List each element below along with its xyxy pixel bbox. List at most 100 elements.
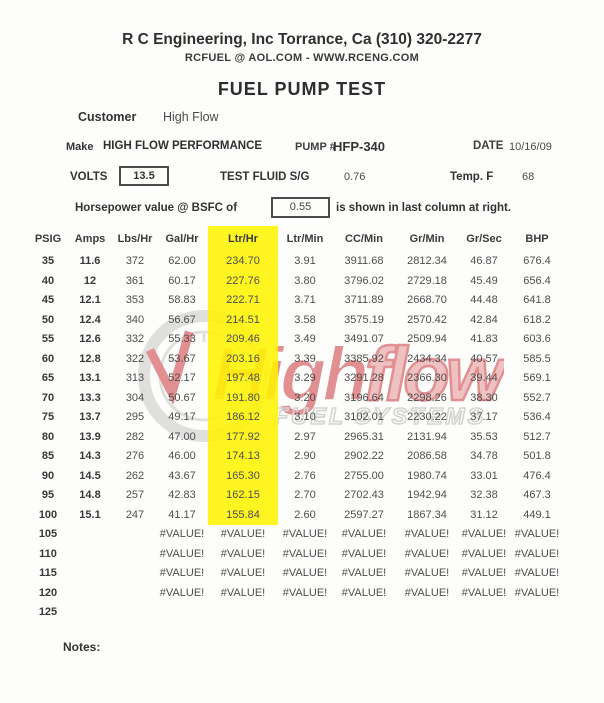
psig-cell: 115 [39, 567, 57, 579]
table-row: 65 13.1 313 52.17 197.48 3.29 3291.28 2366.30 39… [30, 369, 564, 389]
value-cell: 13.1 [79, 372, 101, 384]
bsfc-value-box: 0.55 [271, 197, 330, 218]
bsfc-suffix-text: is shown in last column at right. [336, 202, 512, 214]
value-cell: 2597.27 [344, 508, 384, 521]
value-cell: 2.70 [294, 489, 316, 501]
value-cell: #VALUE! [159, 547, 205, 560]
value-cell: 3102.01 [344, 411, 384, 423]
value-cell: 332 [125, 333, 145, 345]
value-cell: 3711.89 [344, 294, 384, 306]
col-header-ltrmin: Ltr/Min [286, 233, 324, 245]
value-cell: 42.83 [168, 489, 196, 501]
value-cell: #VALUE! [341, 547, 387, 560]
value-cell: 38.30 [470, 391, 498, 404]
value-cell: 247 [125, 508, 145, 521]
value-cell: 13.3 [79, 391, 101, 404]
value-cell: 45.49 [470, 274, 498, 287]
psig-cell: 75 [41, 411, 55, 423]
value-cell: 467.3 [523, 489, 551, 501]
value-cell: 276 [125, 450, 145, 462]
volts-label: VOLTS [70, 171, 108, 183]
page-title: FUEL PUMP TEST [217, 79, 387, 99]
value-cell: 165.30 [208, 466, 278, 486]
value-cell: #VALUE! [514, 547, 560, 560]
value-cell: #VALUE! [514, 586, 560, 599]
value-cell: #VALUE! [282, 567, 328, 579]
value-cell: 44.48 [470, 294, 498, 306]
psig-cell: 70 [41, 391, 55, 404]
value-cell: 3.71 [294, 294, 316, 306]
psig-cell: 90 [41, 469, 55, 482]
value-cell [156, 603, 208, 623]
value-cell: 41.17 [168, 508, 196, 521]
psig-cell: 40 [41, 274, 55, 287]
value-cell: 282 [125, 430, 145, 443]
value-cell: #VALUE! [220, 528, 266, 540]
value-cell: 2902.22 [344, 450, 384, 462]
notes-label: Notes: [63, 640, 101, 654]
value-cell: 55.33 [168, 333, 196, 345]
value-cell: 162.15 [208, 486, 278, 506]
col-header-lbshr: Lbs/Hr [117, 233, 153, 245]
value-cell: 227.76 [208, 271, 278, 291]
value-cell: 40.57 [470, 352, 498, 365]
value-cell: 476.4 [523, 469, 551, 482]
value-cell [332, 603, 396, 623]
value-cell: #VALUE! [461, 528, 507, 540]
value-cell: 3.29 [294, 372, 316, 384]
value-cell: #VALUE! [341, 528, 387, 540]
value-cell: 14.5 [79, 469, 101, 482]
value-cell: 3.58 [294, 313, 316, 326]
value-cell: 1942.94 [407, 489, 447, 501]
value-cell: #VALUE! [159, 586, 205, 599]
value-cell: 197.48 [208, 369, 278, 389]
test-fluid-sg-label: TEST FLUID S/G [220, 171, 310, 183]
value-cell: 3575.19 [344, 313, 384, 326]
value-cell: 2668.70 [407, 294, 447, 306]
value-cell: #VALUE! [282, 586, 328, 599]
value-cell: 3385.92 [344, 352, 384, 365]
value-cell: 2570.42 [407, 313, 447, 326]
value-cell: 2434.34 [407, 352, 447, 365]
volts-value-box: 13.5 [119, 166, 169, 186]
value-cell: 304 [125, 391, 145, 404]
psig-cell: 125 [38, 606, 58, 618]
value-cell: 3291.28 [344, 372, 384, 384]
value-cell: 191.80 [208, 388, 278, 408]
col-header-grmin: Gr/Min [409, 233, 445, 245]
table-row: 95 14.8 257 42.83 162.15 2.70 2702.43 1942.94 32… [30, 486, 564, 506]
value-cell: 641.8 [523, 294, 551, 306]
bsfc-prefix-text: Horsepower value @ BSFC of [75, 202, 238, 214]
value-cell: 2.60 [294, 508, 316, 521]
value-cell: 50.67 [168, 391, 196, 404]
results-table: PSIG Amps Lbs/Hr Gal/Hr Ltr/Hr Ltr/Min CC/Min G… [30, 226, 564, 623]
value-cell: 47.00 [168, 430, 196, 443]
value-cell: 222.71 [208, 291, 278, 311]
table-row: 75 13.7 295 49.17 186.12 3.10 3102.01 2230.22 37… [30, 408, 564, 428]
value-cell: 46.87 [470, 255, 498, 267]
value-cell: 234.70 [208, 252, 278, 272]
value-cell: 2366.30 [407, 372, 447, 384]
value-cell: 2086.58 [407, 450, 447, 462]
value-cell: 34.78 [470, 450, 498, 462]
value-cell: 2.90 [294, 450, 316, 462]
psig-cell: 95 [41, 489, 55, 501]
value-cell [114, 603, 156, 623]
company-contact-line: RCFUEL @ AOL.COM - WWW.RCENG.COM [184, 52, 420, 64]
value-cell: 512.7 [523, 430, 551, 443]
value-cell: 58.83 [168, 294, 196, 306]
value-cell: 3796.02 [344, 274, 384, 287]
value-cell: 62.00 [168, 255, 196, 267]
value-cell: 53.67 [168, 352, 196, 365]
value-cell [114, 564, 156, 584]
value-cell: 177.92 [208, 427, 278, 447]
value-cell: 2.97 [294, 430, 316, 443]
col-header-ccmin: CC/Min [345, 233, 383, 245]
value-cell: 14.8 [79, 489, 101, 501]
value-cell [510, 603, 564, 623]
value-cell: 340 [125, 313, 145, 326]
value-cell: 2298.26 [407, 391, 447, 404]
value-cell: 32.38 [470, 489, 498, 501]
value-cell: #VALUE! [404, 528, 450, 540]
date-value: 10/16/09 [509, 141, 552, 153]
